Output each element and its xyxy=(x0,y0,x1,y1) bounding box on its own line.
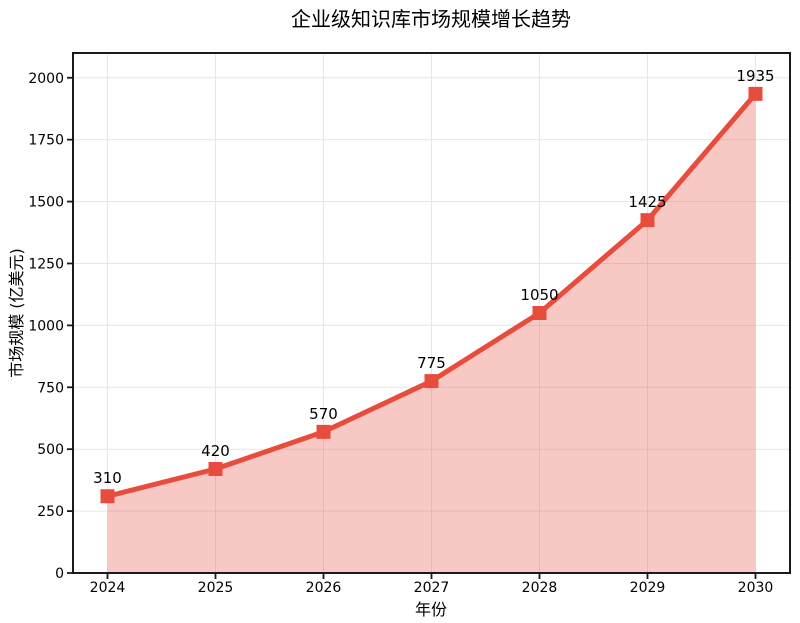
data-label: 1425 xyxy=(628,193,666,211)
y-axis-label: 市场规模 (亿美元) xyxy=(7,248,26,378)
x-tick-label: 2027 xyxy=(414,580,450,596)
y-tick-label: 0 xyxy=(55,566,64,582)
y-tick-label: 750 xyxy=(37,380,64,396)
chart-title: 企业级知识库市场规模增长趋势 xyxy=(291,7,571,31)
data-point-marker xyxy=(532,306,547,320)
data-label: 570 xyxy=(309,405,338,423)
data-label: 1935 xyxy=(736,67,774,85)
x-tick-label: 2030 xyxy=(738,580,774,596)
y-tick-label: 500 xyxy=(37,442,64,458)
x-tick-label: 2029 xyxy=(630,580,666,596)
x-tick-label: 2028 xyxy=(522,580,558,596)
y-tick-label: 1750 xyxy=(28,133,64,149)
data-point-marker xyxy=(208,462,223,476)
data-label: 420 xyxy=(201,442,230,460)
y-tick-label: 1000 xyxy=(28,318,64,334)
data-point-marker xyxy=(100,489,115,504)
area-fill xyxy=(107,93,756,573)
chart-plot-area: 2024 2025 2026 2027 2028 2029 2030 0 250 500 750 10… xyxy=(28,52,791,596)
data-point-marker xyxy=(640,213,655,228)
x-tick-label: 2026 xyxy=(306,580,342,596)
x-axis-label: 年份 xyxy=(415,600,447,619)
y-tick-label: 250 xyxy=(37,504,64,520)
y-tick-label: 2000 xyxy=(28,71,64,87)
data-point-marker xyxy=(748,86,763,101)
data-label: 310 xyxy=(93,469,122,487)
y-tick-label: 1250 xyxy=(28,256,64,272)
x-tick-label: 2024 xyxy=(90,580,126,596)
data-point-marker xyxy=(424,374,439,389)
data-label: 1050 xyxy=(520,286,558,304)
x-tick-label: 2025 xyxy=(198,580,234,596)
data-label: 775 xyxy=(417,354,446,372)
y-tick-label: 1500 xyxy=(28,195,64,211)
data-point-marker xyxy=(316,424,331,439)
